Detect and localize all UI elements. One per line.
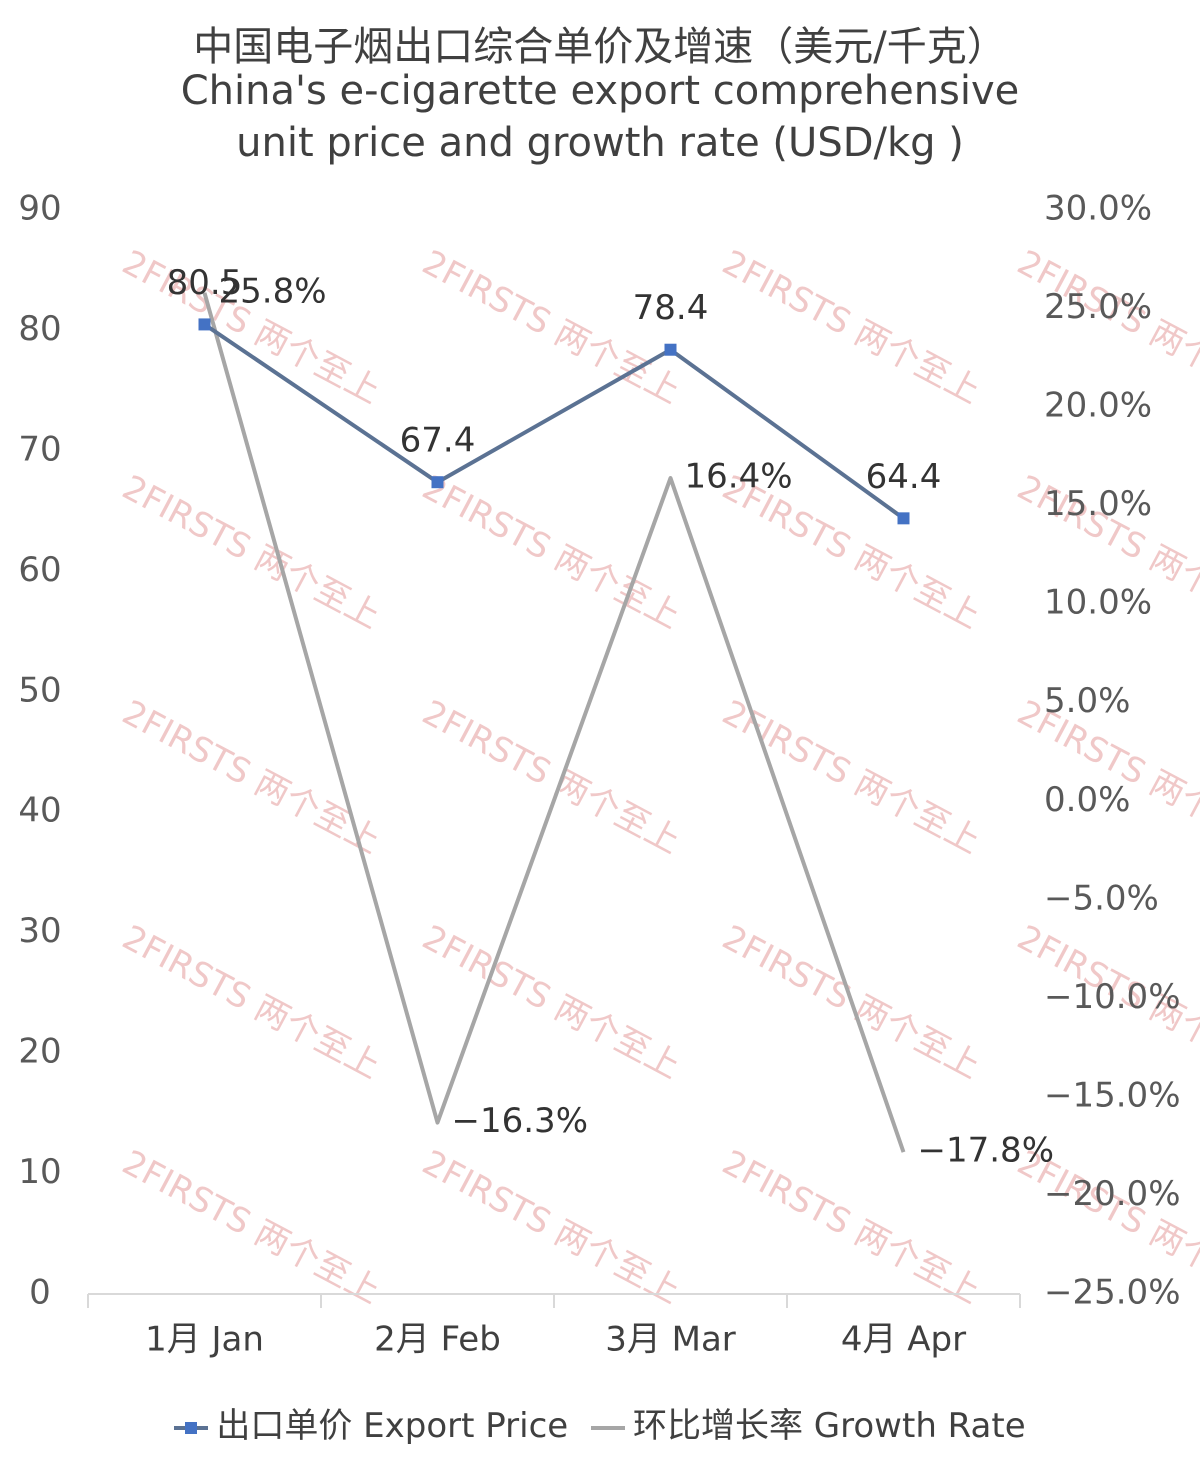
export-price-data-label: 67.4 (400, 421, 476, 461)
chart-subtitle-line-2: unit price and growth rate (USD/kg ) (236, 120, 964, 166)
y-left-tick-label: 20 (18, 1032, 61, 1072)
y-left-tick-label: 50 (18, 670, 61, 710)
y-left-tick-label: 30 (18, 911, 61, 951)
watermark-text: 2FIRSTS 两个至上 (416, 918, 687, 1087)
y-right-tick-label: −20.0% (1044, 1174, 1181, 1214)
export-price-marker (431, 476, 444, 489)
y-left-tick-label: 60 (18, 550, 61, 590)
legend-label-growth-rate: 环比增长率 Growth Rate (633, 1406, 1026, 1446)
export-price-data-label: 80.5 (167, 263, 243, 303)
export-price-marker (198, 318, 211, 331)
y-right-tick-label: 0.0% (1044, 780, 1130, 820)
x-tick-label: 1月 Jan (145, 1320, 264, 1360)
y-right-tick-label: 10.0% (1044, 583, 1152, 623)
y-right-tick-label: 5.0% (1044, 681, 1130, 721)
y-left-tick-label: 10 (18, 1152, 61, 1192)
y-right-tick-label: −15.0% (1044, 1075, 1181, 1115)
watermark-text: 2FIRSTS 两个至上 (416, 468, 687, 637)
growth-rate-data-label: −17.8% (918, 1131, 1055, 1171)
growth-rate-data-label: −16.3% (452, 1101, 589, 1141)
y-left-tick-label: 80 (18, 309, 61, 349)
x-tick-label: 2月 Feb (374, 1320, 501, 1360)
chart-subtitle-line-1: China's e-cigarette export comprehensive (180, 68, 1020, 114)
growth-rate-line (202, 292, 906, 1153)
growth-rate-data-label: 16.4% (685, 457, 793, 497)
watermark-text: 2FIRSTS 两个至上 (116, 1143, 387, 1312)
legend: 出口单价 Export Price 环比增长率 Growth Rate (0, 1398, 1200, 1447)
watermark-text: 2FIRSTS 两个至上 (416, 1143, 687, 1312)
export-price-marker (897, 512, 910, 525)
export-price-line (203, 322, 905, 520)
legend-item-growth-rate: 环比增长率 Growth Rate (591, 1398, 1026, 1447)
y-right-tick-label: 15.0% (1044, 484, 1152, 524)
export-price-data-label: 78.4 (633, 288, 709, 328)
y-right-tick-label: −5.0% (1044, 878, 1159, 918)
y-right-tick-label: −25.0% (1044, 1273, 1181, 1313)
legend-item-export-price: 出口单价 Export Price (174, 1398, 568, 1447)
export-price-legend-marker-icon (174, 1418, 209, 1438)
y-right-tick-label: −10.0% (1044, 977, 1181, 1017)
watermark-text: 2FIRSTS 两个至上 (116, 693, 387, 862)
y-right-tick-label: 30.0% (1044, 189, 1152, 229)
y-left-tick-label: 40 (18, 791, 61, 831)
y-left-tick-label: 70 (18, 429, 61, 469)
watermark-text: 2FIRSTS 两个至上 (116, 918, 387, 1087)
watermark-text: 2FIRSTS 两个至上 (116, 468, 387, 637)
x-tick-label: 3月 Mar (605, 1320, 736, 1360)
export-price-data-label: 64.4 (866, 457, 942, 497)
watermark-text: 2FIRSTS 两个至上 (716, 693, 987, 862)
y-left-tick-label: 0 (29, 1273, 51, 1313)
growth-rate-data-label: 25.8% (219, 271, 327, 311)
watermark-text: 2FIRSTS 两个至上 (416, 693, 687, 862)
watermark-text: 2FIRSTS 两个至上 (116, 243, 387, 412)
watermark-text: 2FIRSTS 两个至上 (716, 243, 987, 412)
y-right-tick-label: 20.0% (1044, 386, 1152, 426)
growth-rate-legend-line-icon (591, 1418, 625, 1438)
export-price-marker (664, 343, 677, 356)
y-right-tick-label: 25.0% (1044, 287, 1152, 327)
x-tick-label: 4月 Apr (841, 1320, 966, 1360)
chart-title: 中国电子烟出口综合单价及增速（美元/千克） (193, 24, 1007, 70)
y-left-tick-label: 90 (18, 189, 61, 229)
legend-label-export-price: 出口单价 Export Price (216, 1406, 569, 1446)
